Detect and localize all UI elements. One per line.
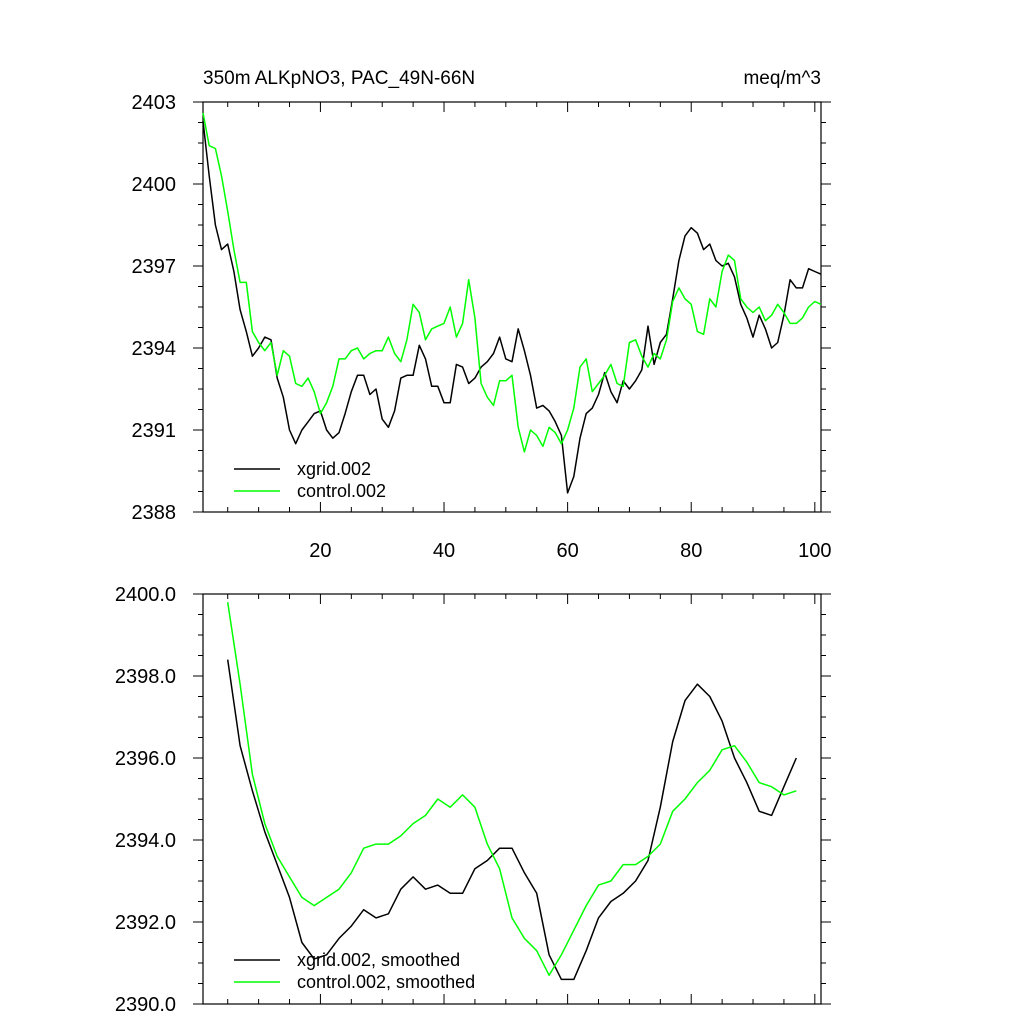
y-tick-label: 2388	[132, 502, 177, 524]
series-lines	[226, 602, 797, 981]
top-panel: 350m ALKpNO3, PAC_49N-66N meq/m^3 238823…	[132, 68, 832, 562]
chart-title: 350m ALKpNO3, PAC_49N-66N	[203, 68, 475, 89]
y-tick-label: 2400	[132, 174, 177, 196]
x-tick-labels: 20 40 60 80 100	[309, 540, 831, 562]
y-tick-label: 2394	[132, 338, 177, 360]
y-tick-label: 2394.0	[115, 830, 176, 852]
y-tick-label: 2398.0	[115, 666, 176, 688]
y-tick-label: 2396.0	[115, 748, 176, 770]
legend-label: xgrid.002	[297, 459, 371, 479]
bottom-panel: 2390.0 2392.0 2394.0 2396.0 2398.0 2400.0 xgr…	[115, 584, 831, 1016]
legend-label: xgrid.002, smoothed	[297, 950, 460, 970]
plot-frame	[202, 101, 822, 513]
x-tick-label: 80	[680, 540, 702, 562]
y-tick-label: 2397	[132, 256, 177, 278]
x-tick-label: 20	[309, 540, 331, 562]
y-tick-label: 2400.0	[115, 584, 176, 606]
tick-marks	[193, 593, 831, 1005]
tick-marks	[193, 101, 831, 513]
y-tick-label: 2391	[132, 420, 177, 442]
legend-label: control.002	[297, 481, 386, 501]
y-tick-label: 2392.0	[115, 912, 176, 934]
x-tick-label: 60	[556, 540, 578, 562]
series-lines	[202, 112, 822, 494]
y-tick-labels: 2390.0 2392.0 2394.0 2396.0 2398.0 2400.0	[115, 584, 176, 1016]
x-tick-label: 40	[433, 540, 455, 562]
series-line	[226, 602, 797, 977]
y-tick-labels: 2388 2391 2394 2397 2400 2403	[132, 92, 177, 524]
y-tick-label: 2403	[132, 92, 177, 114]
series-line	[202, 121, 822, 494]
series-line	[226, 659, 797, 981]
y-tick-label: 2390.0	[115, 994, 176, 1016]
plot-frame	[202, 593, 822, 1005]
series-line	[202, 112, 822, 453]
legend-label: control.002, smoothed	[297, 972, 475, 992]
x-tick-label: 100	[798, 540, 831, 562]
units-label: meq/m^3	[743, 68, 821, 89]
